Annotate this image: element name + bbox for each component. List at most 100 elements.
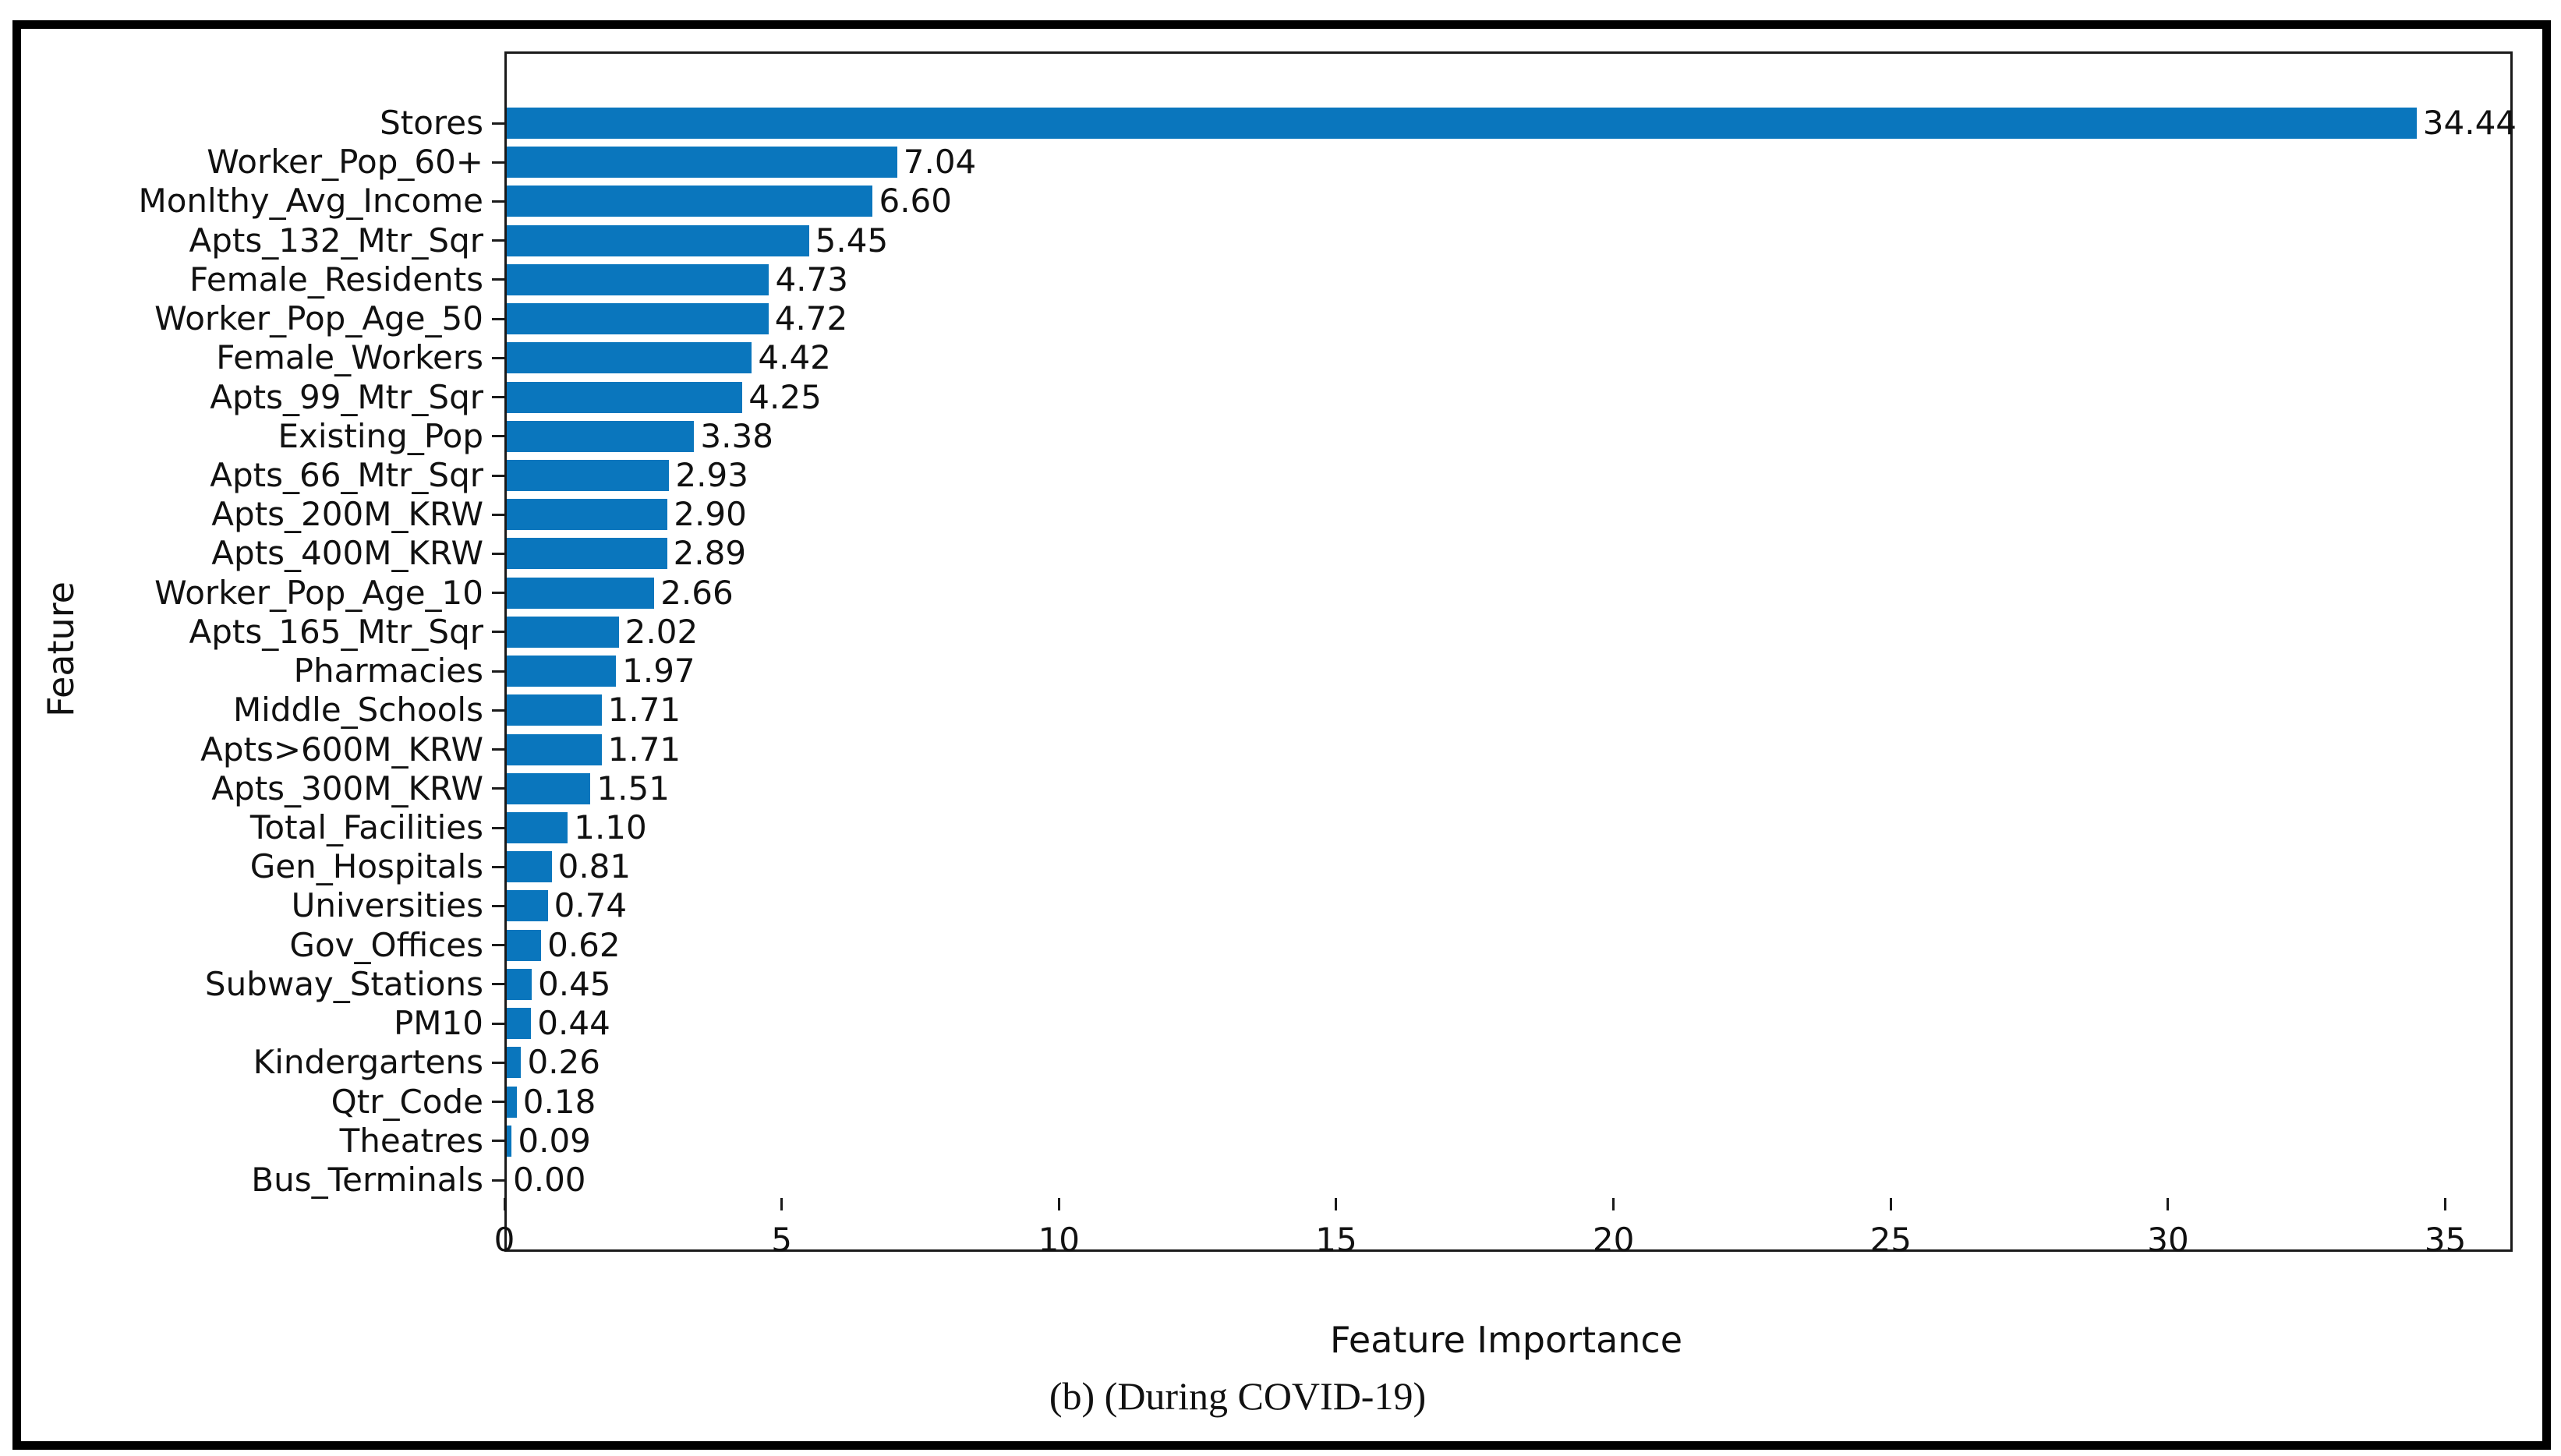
y-tick-mark (492, 1061, 504, 1064)
bar-Apts_99_Mtr_Sqr (507, 381, 743, 413)
y-tick-mark (492, 1022, 504, 1025)
bar-value-label: 0.45 (538, 964, 611, 1003)
x-tick-label: 25 (1869, 1221, 1912, 1259)
y-tick-mark (492, 944, 504, 947)
y-tick-label-Existing_Pop: Existing_Pop (278, 416, 483, 455)
bar-value-label: 0.09 (518, 1121, 591, 1160)
y-tick-label-Kindergartens: Kindergartens (253, 1043, 483, 1082)
bar-Theatres (507, 1125, 512, 1157)
x-tick-label: 0 (493, 1221, 515, 1259)
bar-value-label: 7.04 (903, 143, 977, 182)
plot-area: 34.44 Stores 7.04 Worker_Pop_60+ 6.60 Monlthy… (139, 51, 2517, 1252)
bar-Gov_Offices (507, 929, 542, 961)
x-tick-mark (1612, 1198, 1615, 1210)
bar-Worker_Pop_Age_50 (507, 303, 769, 335)
bar-value-label: 0.26 (527, 1043, 600, 1082)
bar-value-label: 2.90 (674, 495, 747, 534)
y-tick-mark (492, 317, 504, 320)
y-tick-label-Apts_165_Mtr_Sqr: Apts_165_Mtr_Sqr (189, 612, 483, 651)
y-tick-label-Apts_132_Mtr_Sqr: Apts_132_Mtr_Sqr (189, 221, 483, 260)
x-tick-mark (503, 1198, 506, 1210)
y-tick-label-Bus_Terminals: Bus_Terminals (251, 1160, 483, 1199)
y-tick-mark (492, 787, 504, 790)
bar-value-label: 34.44 (2422, 104, 2517, 142)
x-tick-label: 5 (771, 1221, 793, 1259)
bar-value-label: 0.62 (547, 925, 621, 964)
y-tick-mark (492, 670, 504, 673)
x-tick-mark (2167, 1198, 2170, 1210)
bar-Universities (507, 890, 548, 922)
bar-value-label: 1.71 (607, 730, 681, 769)
bar-value-label: 1.97 (622, 652, 695, 691)
bar-Apts_66_Mtr_Sqr (507, 460, 670, 491)
bar-Female_Residents (507, 263, 769, 295)
bar-value-label: 2.02 (624, 612, 699, 651)
x-tick-mark (780, 1198, 784, 1210)
bar-Pharmacies (507, 656, 617, 687)
y-tick-mark (492, 396, 504, 399)
x-tick-mark (2444, 1198, 2447, 1210)
y-tick-label-Worker_Pop_Age_10: Worker_Pop_Age_10 (154, 573, 483, 612)
y-tick-mark (492, 552, 504, 555)
bar-value-label: 2.66 (660, 573, 734, 612)
bar-value-label: 0.74 (554, 886, 628, 925)
bar-value-label: 0.44 (537, 1004, 610, 1043)
y-tick-label-Apts_300M_KRW: Apts_300M_KRW (211, 769, 483, 808)
y-tick-mark (492, 1101, 504, 1104)
y-tick-mark (492, 513, 504, 516)
bar-value-label: 4.72 (774, 299, 848, 338)
x-tick-label: 15 (1315, 1221, 1357, 1259)
y-tick-label-Gen_Hospitals: Gen_Hospitals (249, 847, 483, 886)
y-tick-mark (492, 865, 504, 868)
bar-Subway_Stations (507, 968, 532, 1000)
bar-value-label: 3.38 (700, 416, 773, 455)
y-tick-mark (492, 356, 504, 359)
y-tick-label-Subway_Stations: Subway_Stations (204, 964, 483, 1003)
bar-Worker_Pop_Age_10 (507, 577, 655, 609)
bar-value-label: 1.71 (607, 691, 681, 730)
y-tick-label-Pharmacies: Pharmacies (293, 652, 483, 691)
y-tick-mark (492, 474, 504, 477)
y-tick-label-Apts_99_Mtr_Sqr: Apts_99_Mtr_Sqr (210, 377, 483, 416)
y-tick-mark (492, 983, 504, 986)
y-tick-label-Apts_400M_KRW: Apts_400M_KRW (211, 534, 483, 573)
y-tick-mark (492, 161, 504, 164)
x-tick-label: 10 (1038, 1221, 1081, 1259)
y-tick-label-Middle_Schools: Middle_Schools (232, 691, 483, 730)
bar-Worker_Pop_60+ (507, 147, 897, 178)
bar-value-label: 6.60 (879, 182, 952, 221)
bar-value-label: 5.45 (815, 221, 889, 260)
y-tick-label-Universities: Universities (291, 886, 483, 925)
y-tick-label-Total_Facilities: Total_Facilities (249, 808, 483, 846)
x-tick-mark (1057, 1198, 1060, 1210)
figure-caption: (b) (During COVID-19) (1049, 1374, 1427, 1418)
bar-value-label: 1.10 (574, 808, 647, 846)
y-tick-label-Apts>600M_KRW: Apts>600M_KRW (200, 730, 483, 769)
y-tick-label-PM10: PM10 (393, 1004, 483, 1043)
y-tick-mark (492, 1179, 504, 1182)
y-tick-mark (492, 122, 504, 125)
y-tick-label-Worker_Pop_Age_50: Worker_Pop_Age_50 (154, 299, 483, 338)
y-tick-mark (492, 748, 504, 751)
bar-Middle_Schools (507, 694, 602, 726)
bar-Stores (507, 108, 2417, 139)
bar-Total_Facilities (507, 812, 568, 843)
y-tick-mark (492, 592, 504, 595)
y-tick-mark (492, 239, 504, 242)
bar-Apts_300M_KRW (507, 772, 591, 804)
x-tick-label: 35 (2424, 1221, 2467, 1259)
bar-Apts>600M_KRW (507, 733, 602, 765)
y-tick-mark (492, 200, 504, 203)
x-axis-label: Feature Importance (1329, 1319, 1683, 1361)
bar-Gen_Hospitals (507, 851, 552, 883)
bar-PM10 (507, 1008, 532, 1040)
bar-value-label: 4.25 (748, 377, 822, 416)
bar-value-label: 0.18 (522, 1082, 596, 1121)
y-tick-label-Female_Workers: Female_Workers (216, 338, 483, 377)
y-tick-mark (492, 278, 504, 281)
y-tick-mark (492, 631, 504, 634)
y-tick-mark (492, 435, 504, 438)
y-axis-label: Feature (40, 581, 82, 717)
bar-Kindergartens (507, 1047, 522, 1079)
